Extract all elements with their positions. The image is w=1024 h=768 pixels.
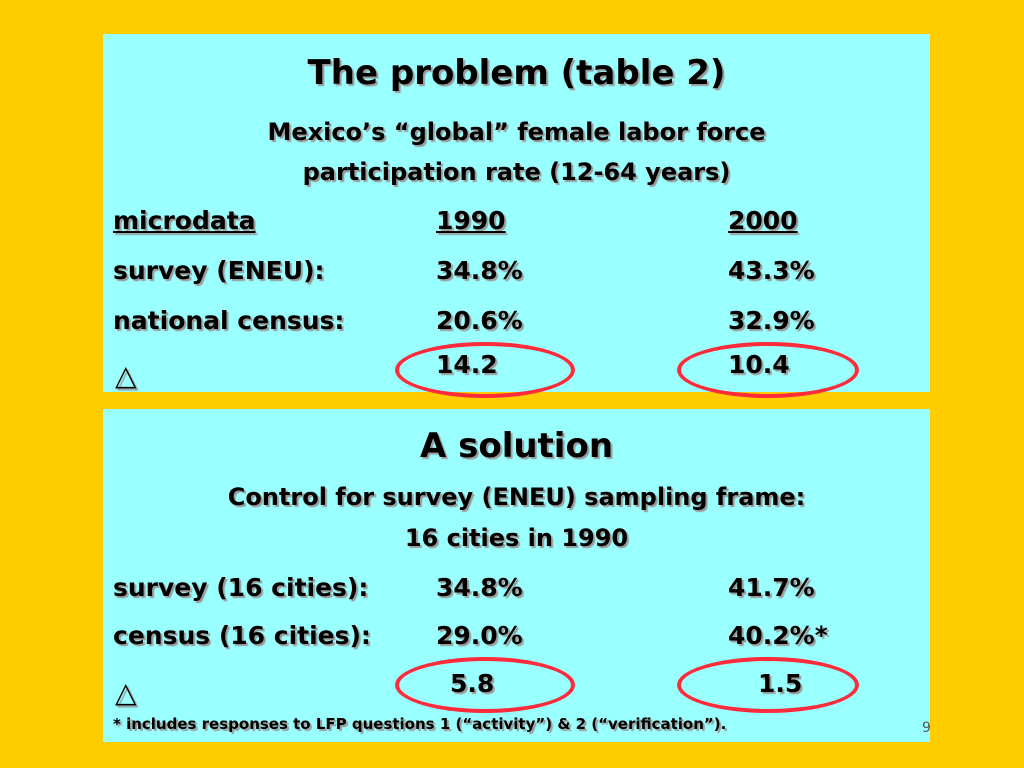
row-label: national census:: [113, 306, 345, 335]
cell: 32.9%: [728, 306, 815, 335]
cell: 20.6%: [436, 306, 523, 335]
highlight-ellipse: [395, 342, 575, 398]
subtitle-line: Mexico’s “global” female labor force: [267, 118, 766, 146]
highlight-ellipse: [677, 657, 859, 713]
page-number: 9: [922, 720, 931, 736]
panel-title: A solution: [419, 426, 614, 466]
cell: 34.8%: [436, 573, 523, 602]
cell: 34.8%: [436, 256, 523, 285]
solution-panel: A solution Control for survey (ENEU) sam…: [103, 409, 930, 742]
highlight-ellipse: [677, 342, 859, 398]
delta-symbol: △: [115, 676, 137, 709]
cell: 41.7%: [728, 573, 815, 602]
row-label: survey (ENEU):: [113, 256, 325, 285]
cell: 29.0%: [436, 621, 523, 650]
footnote: * includes responses to LFP questions 1 …: [113, 715, 727, 733]
cell: 10.4: [728, 350, 790, 379]
cell: 40.2%*: [728, 621, 828, 650]
delta-symbol: △: [115, 359, 137, 392]
cell: 14.2: [436, 350, 498, 379]
panel-title: The problem (table 2): [307, 53, 726, 93]
header-cell: 2000: [728, 206, 798, 235]
row-label: census (16 cities):: [113, 621, 371, 650]
subtitle-line: 16 cities in 1990: [404, 524, 629, 552]
row-label: survey (16 cities):: [113, 573, 369, 602]
cell: 43.3%: [728, 256, 815, 285]
cell: 1.5: [758, 669, 803, 698]
header-cell: microdata: [113, 206, 256, 235]
subtitle-line: Control for survey (ENEU) sampling frame…: [227, 483, 806, 511]
cell: 5.8: [450, 669, 495, 698]
header-cell: 1990: [436, 206, 506, 235]
problem-panel: The problem (table 2) Mexico’s “global” …: [103, 34, 930, 398]
highlight-ellipse: [395, 657, 575, 713]
subtitle-line: participation rate (12-64 years): [302, 158, 731, 186]
